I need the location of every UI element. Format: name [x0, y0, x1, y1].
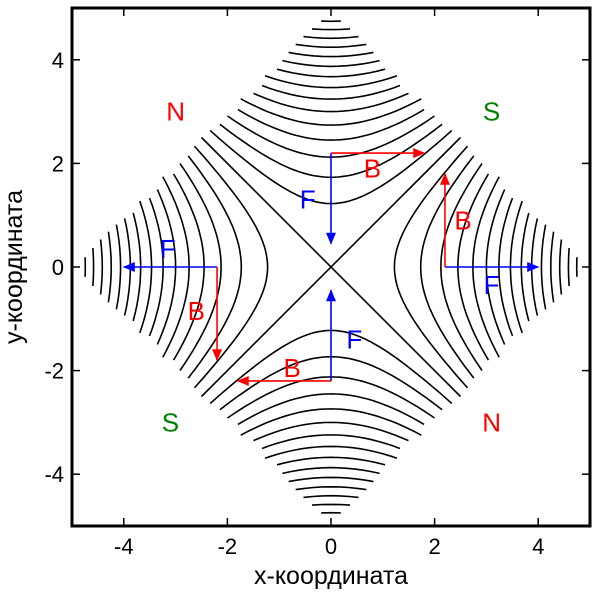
contour-line — [549, 231, 555, 303]
y-tick-label: 2 — [52, 151, 64, 176]
contour-line — [282, 466, 380, 475]
x-tick-label: 0 — [325, 534, 337, 559]
pole-label: N — [482, 407, 501, 437]
y-tick-label: 0 — [52, 255, 64, 280]
contour-line — [253, 421, 409, 442]
contour-line — [200, 136, 462, 398]
contour-line — [567, 247, 570, 287]
field-label: B — [454, 205, 471, 235]
contour-line — [393, 145, 469, 389]
contour-line — [237, 108, 425, 141]
force-label: F — [484, 270, 500, 300]
x-axis-label: x-координата — [254, 562, 408, 590]
x-tick-label: -2 — [218, 534, 238, 559]
field-label: B — [188, 296, 205, 326]
contour-line — [288, 476, 374, 483]
contour-line — [311, 28, 351, 31]
contour-line — [282, 59, 380, 68]
pole-label: S — [162, 407, 179, 437]
contour-line — [261, 434, 401, 450]
field-label: B — [283, 353, 300, 383]
contour-line — [237, 393, 425, 426]
contour-line — [440, 163, 483, 371]
contour-line — [540, 224, 547, 310]
y-axis-label: y-координата — [0, 190, 28, 344]
contour-line — [288, 51, 374, 58]
y-tick-label: -4 — [44, 462, 64, 487]
contour-line — [295, 43, 367, 49]
force-label: F — [300, 185, 316, 215]
x-tick-label: -4 — [114, 534, 134, 559]
contour-line — [264, 445, 398, 459]
pole-label: N — [166, 97, 185, 127]
contour-line — [240, 98, 422, 126]
force-label: F — [346, 325, 362, 355]
contour-line — [276, 68, 386, 78]
y-tick-label: -2 — [44, 359, 64, 384]
y-tick-label: 4 — [52, 48, 64, 73]
x-tick-label: 4 — [532, 534, 544, 559]
contour-line — [419, 155, 475, 379]
field-label: B — [364, 154, 381, 184]
contour-line — [303, 35, 359, 40]
contour-line — [311, 503, 351, 506]
contour-line — [92, 247, 95, 287]
contour-line — [253, 92, 409, 113]
pole-label: S — [483, 97, 500, 127]
contour-line — [295, 485, 367, 491]
force-label: F — [160, 234, 176, 264]
contour-line — [115, 224, 122, 310]
x-tick-label: 2 — [428, 534, 440, 559]
contour-line — [276, 456, 386, 466]
contour-line — [558, 239, 563, 295]
contour-line — [187, 155, 243, 379]
contour-line — [179, 163, 222, 371]
contour-line — [240, 408, 422, 436]
contour-line — [264, 75, 398, 89]
contour-line — [107, 231, 113, 303]
contour-line — [193, 145, 269, 389]
x-axis-ticks: -4 -2 0 2 4 — [114, 8, 544, 559]
contour-line — [303, 494, 359, 499]
pole-labels: N S S N — [162, 97, 501, 438]
contour-line — [261, 84, 401, 100]
contour-line — [99, 239, 104, 295]
y-axis-ticks: 4 2 0 -2 -4 — [44, 48, 590, 487]
force-and-field-arrows: F B F B F B F B — [122, 148, 540, 386]
